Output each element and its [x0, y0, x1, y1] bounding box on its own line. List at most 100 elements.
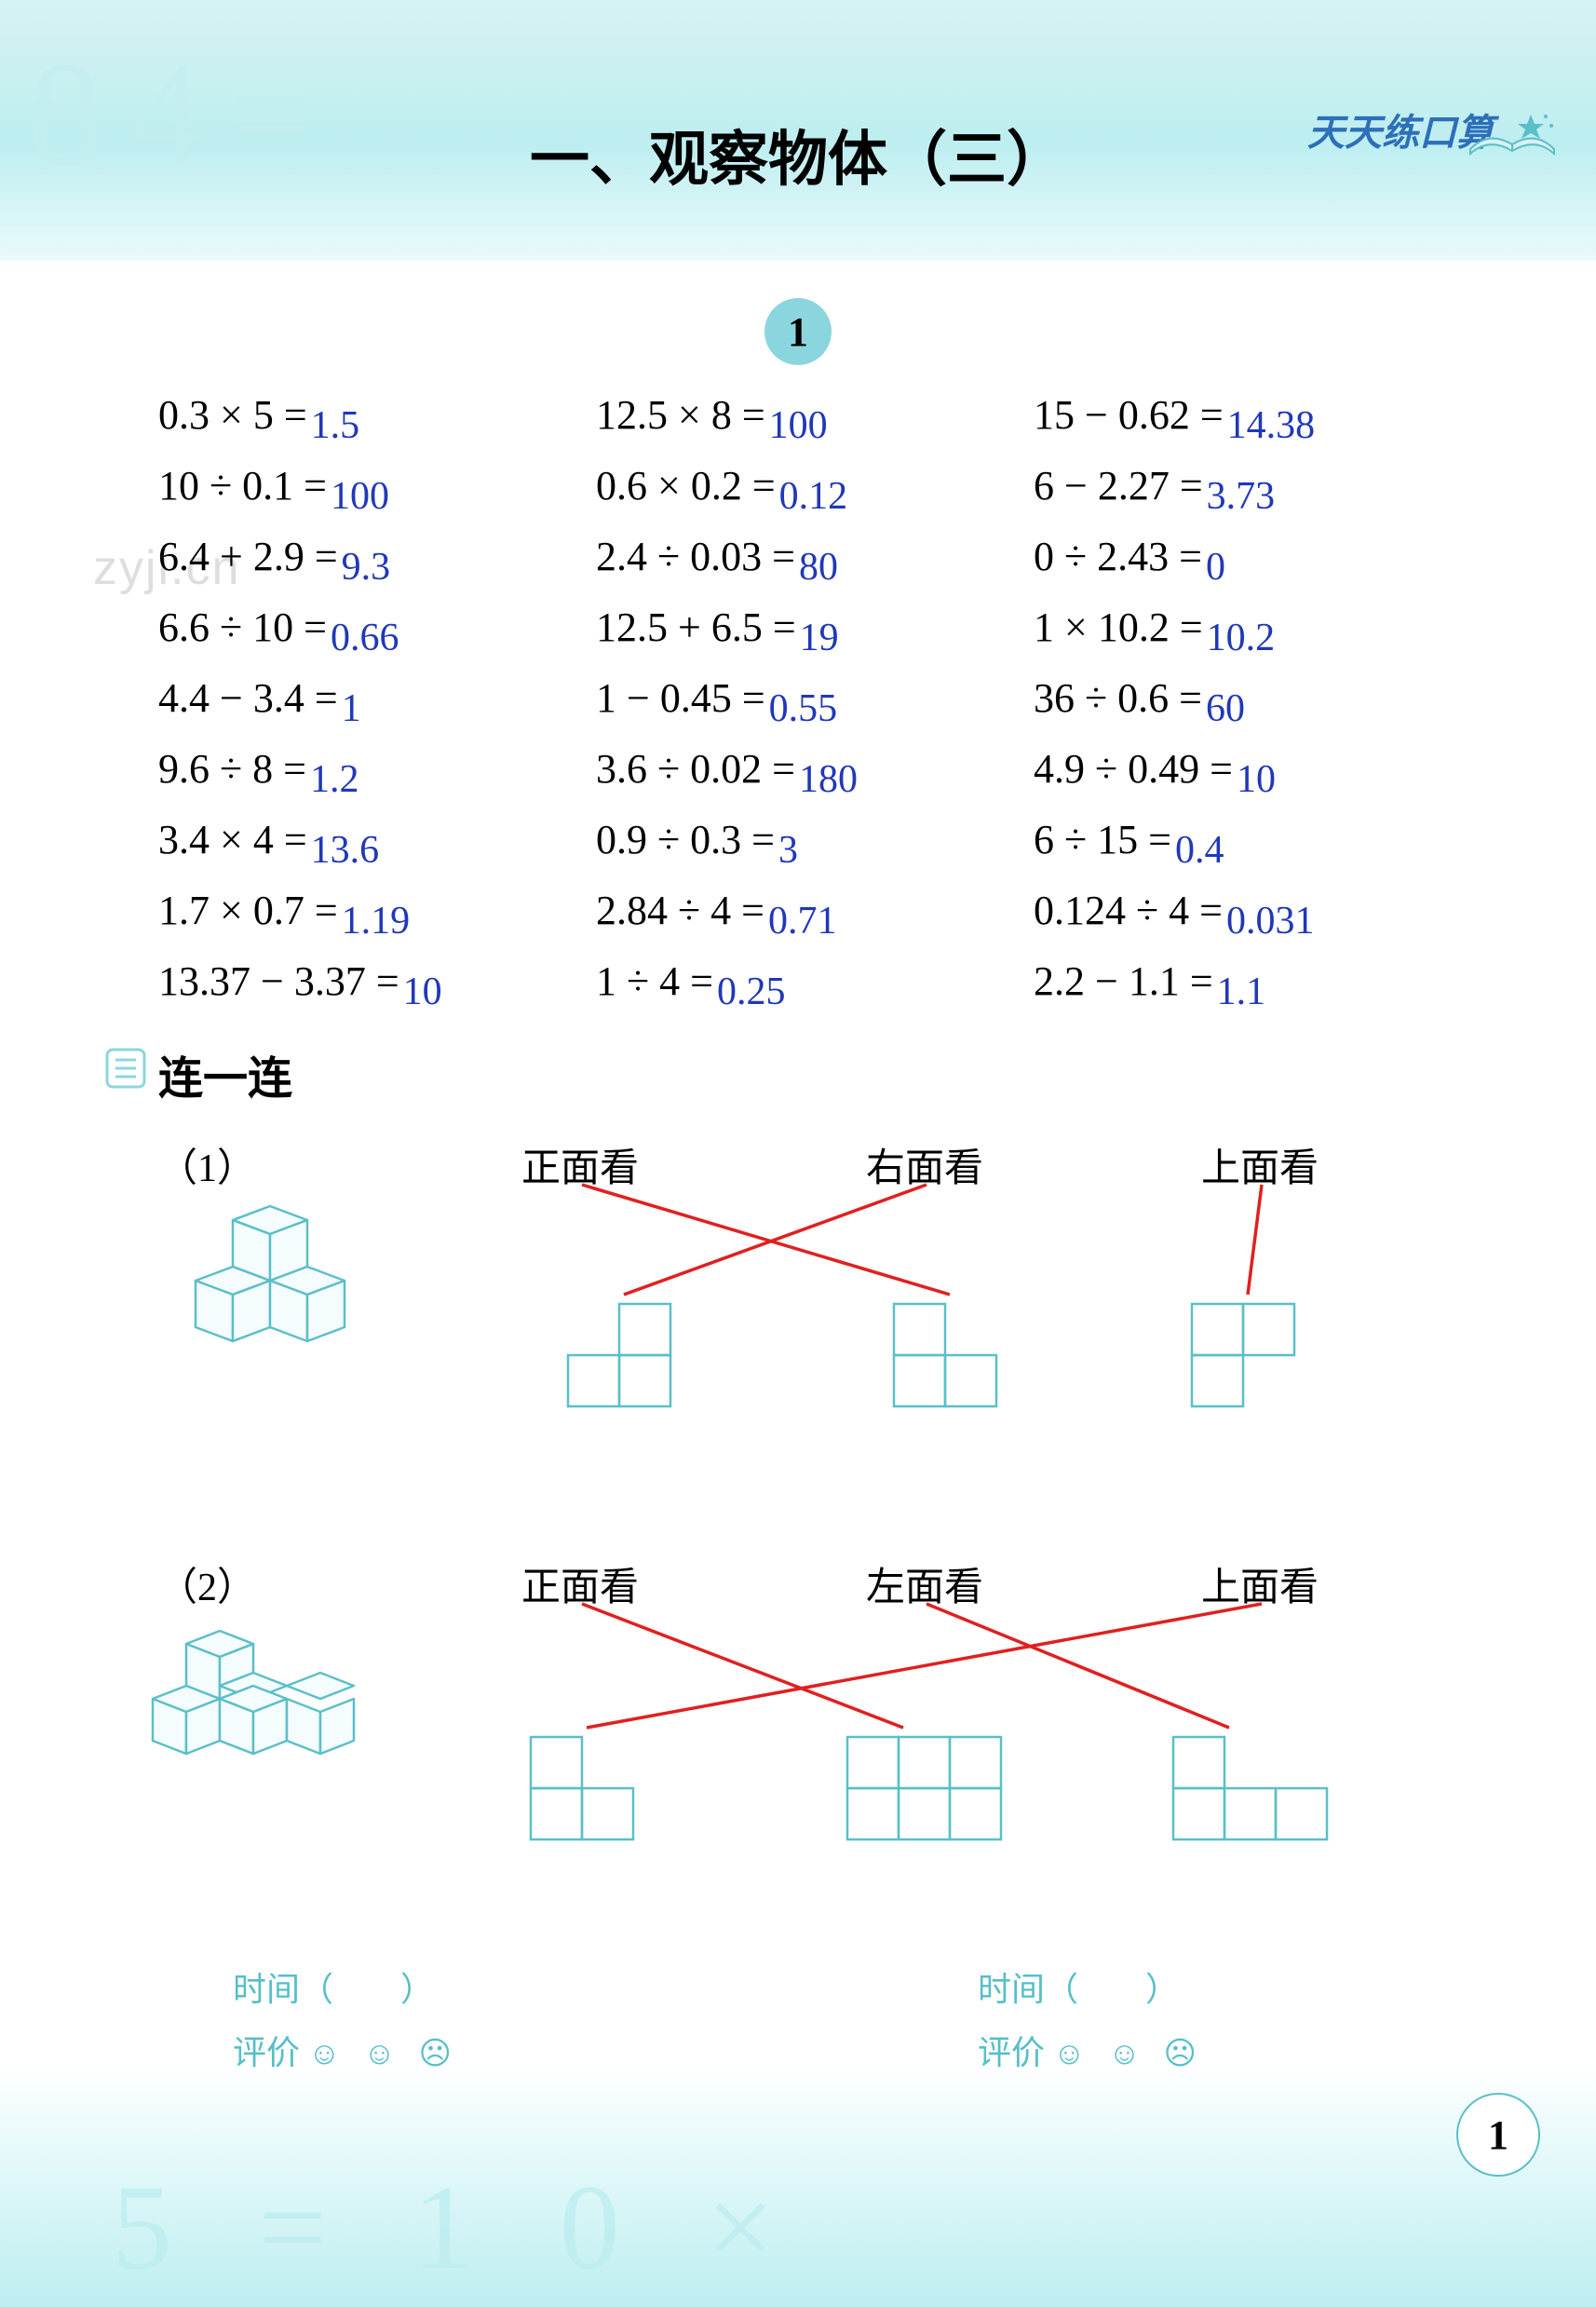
problem-answer: 1.19 [342, 899, 411, 943]
problem-cell: 2.84 ÷ 4 =0.71 [596, 887, 1034, 934]
cube-3d-1 [168, 1201, 382, 1388]
book-icon [1466, 98, 1559, 163]
footer-deco: 5 = 1 0 × [112, 2158, 803, 2298]
view-label-front: 正面看 [521, 1136, 639, 1193]
problem-answer: 0.031 [1226, 899, 1315, 943]
problem-cell: 10 ÷ 0.1 =100 [158, 462, 596, 509]
problem-question: 3.6 ÷ 0.02 = [596, 745, 795, 793]
problem-question: 10 ÷ 0.1 = [158, 462, 327, 509]
time-label: 时间（ ） [978, 1962, 1204, 2011]
problem-answer: 19 [800, 616, 839, 660]
problem-cell: 4.9 ÷ 0.49 =10 [1034, 745, 1471, 793]
problem-row: 10 ÷ 0.1 =1000.6 × 0.2 =0.126 − 2.27 =3.… [158, 462, 1462, 533]
problem-answer: 80 [799, 545, 838, 590]
problem-question: 12.5 + 6.5 = [596, 604, 796, 651]
problem-answer: 0.55 [769, 686, 838, 731]
problem-question: 3.4 × 4 = [158, 816, 307, 863]
problem-cell: 0.9 ÷ 0.3 =3 [596, 816, 1034, 863]
problem-answer: 9.3 [342, 545, 391, 590]
problem-answer: 100 [331, 474, 389, 519]
problem-answer: 0.71 [768, 899, 837, 943]
problem-question: 15 − 0.62 = [1034, 391, 1224, 439]
problem-cell: 13.37 − 3.37 =10 [158, 957, 596, 1005]
problem-cell: 0.3 × 5 =1.5 [158, 391, 596, 439]
problem-answer: 0.12 [779, 474, 848, 519]
footer-right: 时间（ ） 评价 ☺ ☺ ☹ [978, 1962, 1204, 2074]
problem-row: 9.6 ÷ 8 =1.23.6 ÷ 0.02 =1804.9 ÷ 0.49 =1… [158, 745, 1462, 816]
exercise-badge: 1 [764, 298, 832, 365]
view-label-top: 上面看 [1201, 1136, 1319, 1193]
rating-emojis: ☺ ☺ ☹ [1053, 2037, 1204, 2071]
problem-cell: 15 − 0.62 =14.38 [1034, 391, 1471, 439]
problem-question: 6 − 2.27 = [1034, 462, 1203, 509]
problem-question: 0.6 × 0.2 = [596, 462, 776, 509]
problem-answer: 3 [778, 828, 798, 873]
problem-question: 6.6 ÷ 10 = [158, 604, 327, 651]
shape-a [521, 1728, 661, 1849]
view-label-left: 左面看 [866, 1555, 983, 1612]
problem-question: 4.4 − 3.4 = [158, 674, 338, 722]
problem-row: 6.6 ÷ 10 =0.6612.5 + 6.5 =191 × 10.2 =10… [158, 604, 1462, 674]
problem-question: 2.4 ÷ 0.03 = [596, 533, 795, 580]
problem-answer: 180 [799, 757, 858, 802]
problem-answer: 1.5 [311, 403, 360, 448]
problem-answer: 60 [1206, 686, 1245, 731]
problem-question: 0.124 ÷ 4 = [1034, 887, 1223, 934]
exercise-2: （2） 正面看 左面看 上面看 [158, 1546, 1462, 1900]
problem-cell: 3.6 ÷ 0.02 =180 [596, 745, 1034, 793]
section-title: 连一连 [158, 1041, 292, 1106]
problem-cell: 12.5 + 6.5 =19 [596, 604, 1034, 651]
view-label-top: 上面看 [1201, 1555, 1319, 1612]
problem-row: 1.7 × 0.7 =1.192.84 ÷ 4 =0.710.124 ÷ 4 =… [158, 887, 1462, 957]
problem-question: 0 ÷ 2.43 = [1034, 533, 1202, 580]
shape-b [838, 1728, 1034, 1849]
problem-answer: 13.6 [311, 828, 380, 873]
problem-cell: 9.6 ÷ 8 =1.2 [158, 745, 596, 793]
problem-cell: 6.4 + 2.9 =9.3 [158, 533, 596, 580]
section-icon [102, 1045, 149, 1092]
problem-cell: 1.7 × 0.7 =1.19 [158, 887, 596, 934]
problem-question: 2.84 ÷ 4 = [596, 887, 764, 934]
problem-cell: 6 − 2.27 =3.73 [1034, 462, 1471, 509]
rating-label: 评价 [233, 2034, 300, 2071]
problem-answer: 1.1 [1217, 970, 1266, 1014]
footer-band: 5 = 1 0 × [0, 2065, 1596, 2307]
shape-c [1183, 1295, 1332, 1425]
time-label: 时间（ ） [233, 1962, 459, 2011]
problem-question: 2.2 − 1.1 = [1034, 957, 1213, 1005]
problem-question: 4.9 ÷ 0.49 = [1034, 745, 1233, 793]
shape-c [1164, 1728, 1397, 1849]
problem-question: 13.37 − 3.37 = [158, 957, 399, 1005]
problem-question: 9.6 ÷ 8 = [158, 745, 306, 793]
problem-question: 6.4 + 2.9 = [158, 533, 338, 580]
problem-answer: 0 [1206, 545, 1225, 590]
problem-answer: 0.25 [717, 970, 786, 1014]
view-label-right: 右面看 [866, 1136, 983, 1193]
problem-cell: 4.4 − 3.4 =1 [158, 674, 596, 722]
problem-answer: 10 [1237, 757, 1276, 802]
problem-row: 0.3 × 5 =1.512.5 × 8 =10015 − 0.62 =14.3… [158, 391, 1462, 462]
problem-cell: 36 ÷ 0.6 =60 [1034, 674, 1471, 722]
problem-question: 36 ÷ 0.6 = [1034, 674, 1202, 722]
rating-label: 评价 [978, 2034, 1045, 2071]
problem-answer: 10.2 [1207, 616, 1276, 660]
problem-cell: 12.5 × 8 =100 [596, 391, 1034, 439]
problem-cell: 6 ÷ 15 =0.4 [1034, 816, 1471, 863]
page-number: 1 [1456, 2093, 1540, 2177]
view-label-front: 正面看 [521, 1555, 639, 1612]
problem-question: 1 − 0.45 = [596, 674, 765, 722]
problem-answer: 0.66 [331, 616, 399, 660]
problem-answer: 14.38 [1227, 403, 1316, 448]
problem-answer: 3.73 [1207, 474, 1276, 519]
problem-cell: 3.4 × 4 =13.6 [158, 816, 596, 863]
cube-3d-2 [149, 1621, 410, 1825]
problem-cell: 6.6 ÷ 10 =0.66 [158, 604, 596, 651]
problem-cell: 0.6 × 0.2 =0.12 [596, 462, 1034, 509]
problem-question: 1 ÷ 4 = [596, 957, 713, 1005]
problem-question: 12.5 × 8 = [596, 391, 765, 439]
problem-cell: 1 × 10.2 =10.2 [1034, 604, 1471, 651]
problem-row: 13.37 − 3.37 =101 ÷ 4 =0.25 2.2 − 1.1 =1.… [158, 957, 1462, 1028]
problem-answer: 100 [769, 403, 828, 448]
exercise-number: （2） [158, 1555, 256, 1612]
problem-cell: 2.2 − 1.1 =1.1 [1034, 957, 1471, 1005]
